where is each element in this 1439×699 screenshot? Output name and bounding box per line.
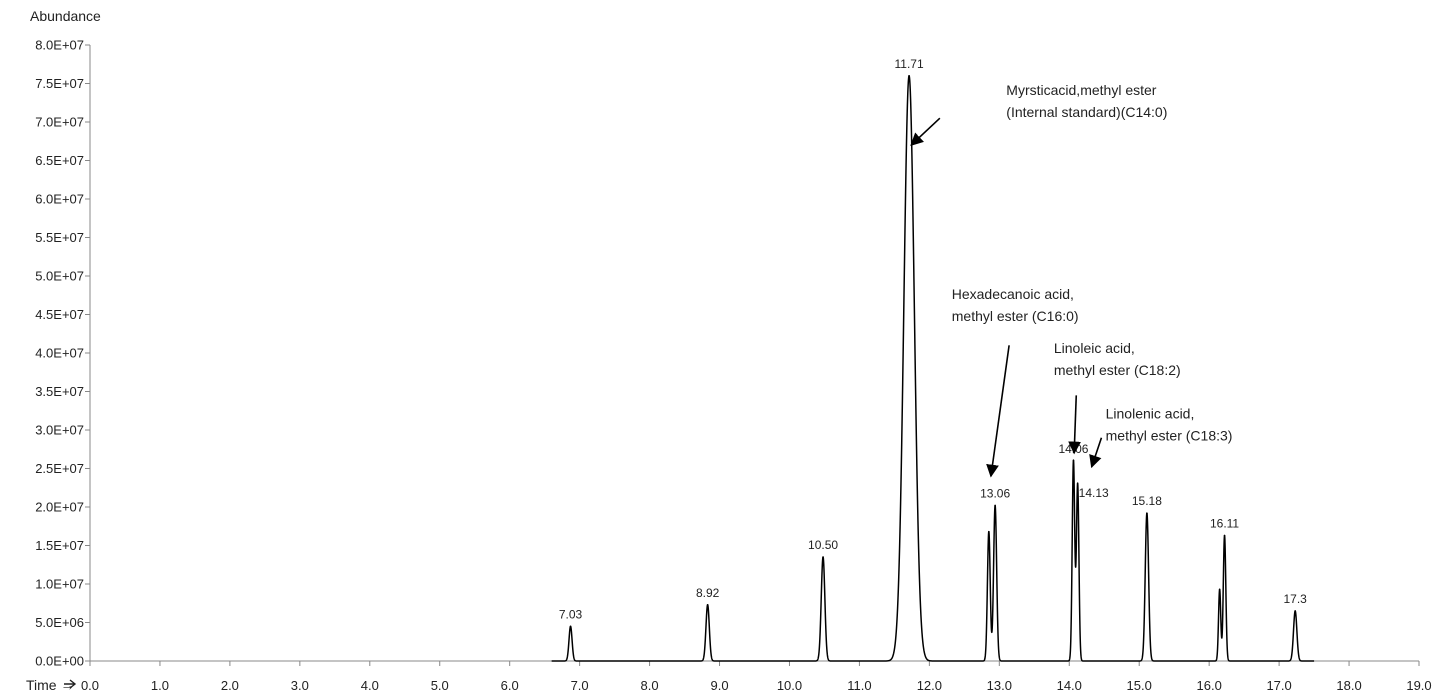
peak-point — [1223, 534, 1226, 537]
y-tick-label: 4.0E+07 — [35, 346, 84, 361]
annotation-line: methyl ester (C18:2) — [1054, 362, 1181, 378]
annotation-arrow-icon — [986, 345, 1010, 478]
x-axis-title: Time → — [26, 677, 74, 693]
x-tick-label: 8.0 — [641, 678, 659, 693]
x-tick-label: 6.0 — [501, 678, 519, 693]
y-tick-label: 7.0E+07 — [35, 115, 84, 130]
x-tick-label: 14.0 — [1057, 678, 1082, 693]
y-tick-label: 8.0E+07 — [35, 38, 84, 53]
peak-point — [1146, 512, 1148, 514]
peak-label: 14.13 — [1079, 486, 1109, 500]
peak-point — [908, 75, 910, 77]
x-tick-label: 0.0 — [81, 678, 99, 693]
y-tick-label: 4.5E+07 — [35, 307, 84, 322]
y-tick-label: 2.0E+07 — [35, 500, 84, 515]
peak-point — [822, 556, 824, 558]
peak-point — [706, 603, 709, 606]
peak-label: 15.18 — [1132, 494, 1162, 508]
y-axis: 0.0E+00 5.0E+06 1.0E+07 1.5E+07 2.0E+07 2.5E+… — [35, 38, 91, 669]
x-axis-arrow-icon — [64, 679, 77, 689]
annotation-arrow-icon — [1068, 395, 1081, 455]
annotation-line: (Internal standard)(C14:0) — [1006, 104, 1167, 120]
peak-point — [1072, 460, 1075, 462]
x-tick-label: 16.0 — [1197, 678, 1222, 693]
annotation-line: Myrsticacid,methyl ester — [1006, 82, 1156, 98]
x-tick-label: 3.0 — [291, 678, 309, 693]
x-tick-label: 2.0 — [221, 678, 239, 693]
annotation-line: Linoleic acid, — [1054, 340, 1135, 356]
y-axis-title: Abundance — [30, 8, 101, 24]
annotations: Myrsticacid,methyl ester (Internal standa… — [910, 82, 1233, 478]
peak-label: 11.71 — [895, 57, 924, 71]
x-tick-label: 9.0 — [710, 678, 728, 693]
peak-point — [1076, 483, 1079, 485]
x-axis: 0.0 1.0 2.0 3.0 4.0 5.0 6.0 7.0 8.0 9.0 10.0 11.0 12… — [64, 660, 1432, 693]
annotation-text: Myrsticacid,methyl ester (Internal standa… — [1006, 82, 1167, 120]
peak-label: 17.3 — [1284, 592, 1308, 606]
y-tick-label: 5.0E+06 — [35, 615, 84, 630]
y-tick-label: 5.5E+07 — [35, 230, 84, 245]
y-tick-label: 5.0E+07 — [35, 269, 84, 284]
peak-point — [988, 530, 990, 533]
plot-area: 7.038.9210.5011.7113.0614.0614.1315.1816… — [551, 57, 1315, 662]
x-tick-label: 5.0 — [431, 678, 449, 693]
y-tick-label: 1.5E+07 — [35, 538, 84, 553]
peak-point — [994, 504, 996, 507]
y-tick-label: 6.5E+07 — [35, 153, 84, 168]
peak-label: 7.03 — [559, 607, 583, 621]
x-tick-label: 11.0 — [847, 678, 871, 693]
x-tick-label: 15.0 — [1127, 678, 1152, 693]
x-tick-label: 10.0 — [777, 678, 802, 693]
peak-point — [569, 625, 572, 628]
annotation-line: methyl ester (C16:0) — [952, 308, 1079, 324]
peak-label: 13.06 — [980, 486, 1010, 500]
y-tick-label: 0.0E+00 — [35, 654, 84, 669]
annotation-arrow-icon — [1089, 437, 1103, 469]
x-tick-label: 19.0 — [1406, 678, 1431, 693]
x-tick-label: 1.0 — [151, 678, 169, 693]
y-tick-label: 3.5E+07 — [35, 384, 84, 399]
annotation-line: Hexadecanoic acid, — [952, 286, 1074, 302]
y-tick-label: 6.0E+07 — [35, 192, 84, 207]
annotation-line: methyl ester (C18:3) — [1106, 427, 1233, 443]
y-tick-label: 3.0E+07 — [35, 423, 84, 438]
annotation-text: Linolenic acid, methyl ester (C18:3) — [1106, 405, 1233, 443]
annotation-text: Hexadecanoic acid, methyl ester (C16:0) — [952, 286, 1079, 324]
peak-label: 10.50 — [808, 538, 838, 552]
peak-point — [1218, 588, 1221, 591]
peak-label: 8.92 — [696, 586, 720, 600]
x-tick-label: 17.0 — [1266, 678, 1291, 693]
y-tick-label: 2.5E+07 — [35, 461, 84, 476]
x-tick-label: 12.0 — [917, 678, 942, 693]
peak-label: 16.11 — [1210, 516, 1239, 530]
peak-point — [1294, 610, 1296, 612]
annotation-line: Linolenic acid, — [1106, 405, 1195, 421]
x-tick-label: 4.0 — [361, 678, 379, 693]
y-tick-label: 7.5E+07 — [35, 76, 84, 91]
annotation-arrow-icon — [910, 117, 941, 146]
annotation-text: Linoleic acid, methyl ester (C18:2) — [1054, 340, 1181, 378]
chromatogram-trace — [551, 75, 1315, 662]
x-tick-label: 7.0 — [571, 678, 589, 693]
y-tick-label: 1.0E+07 — [35, 577, 84, 592]
x-tick-label: 13.0 — [987, 678, 1012, 693]
x-tick-label: 18.0 — [1336, 678, 1361, 693]
